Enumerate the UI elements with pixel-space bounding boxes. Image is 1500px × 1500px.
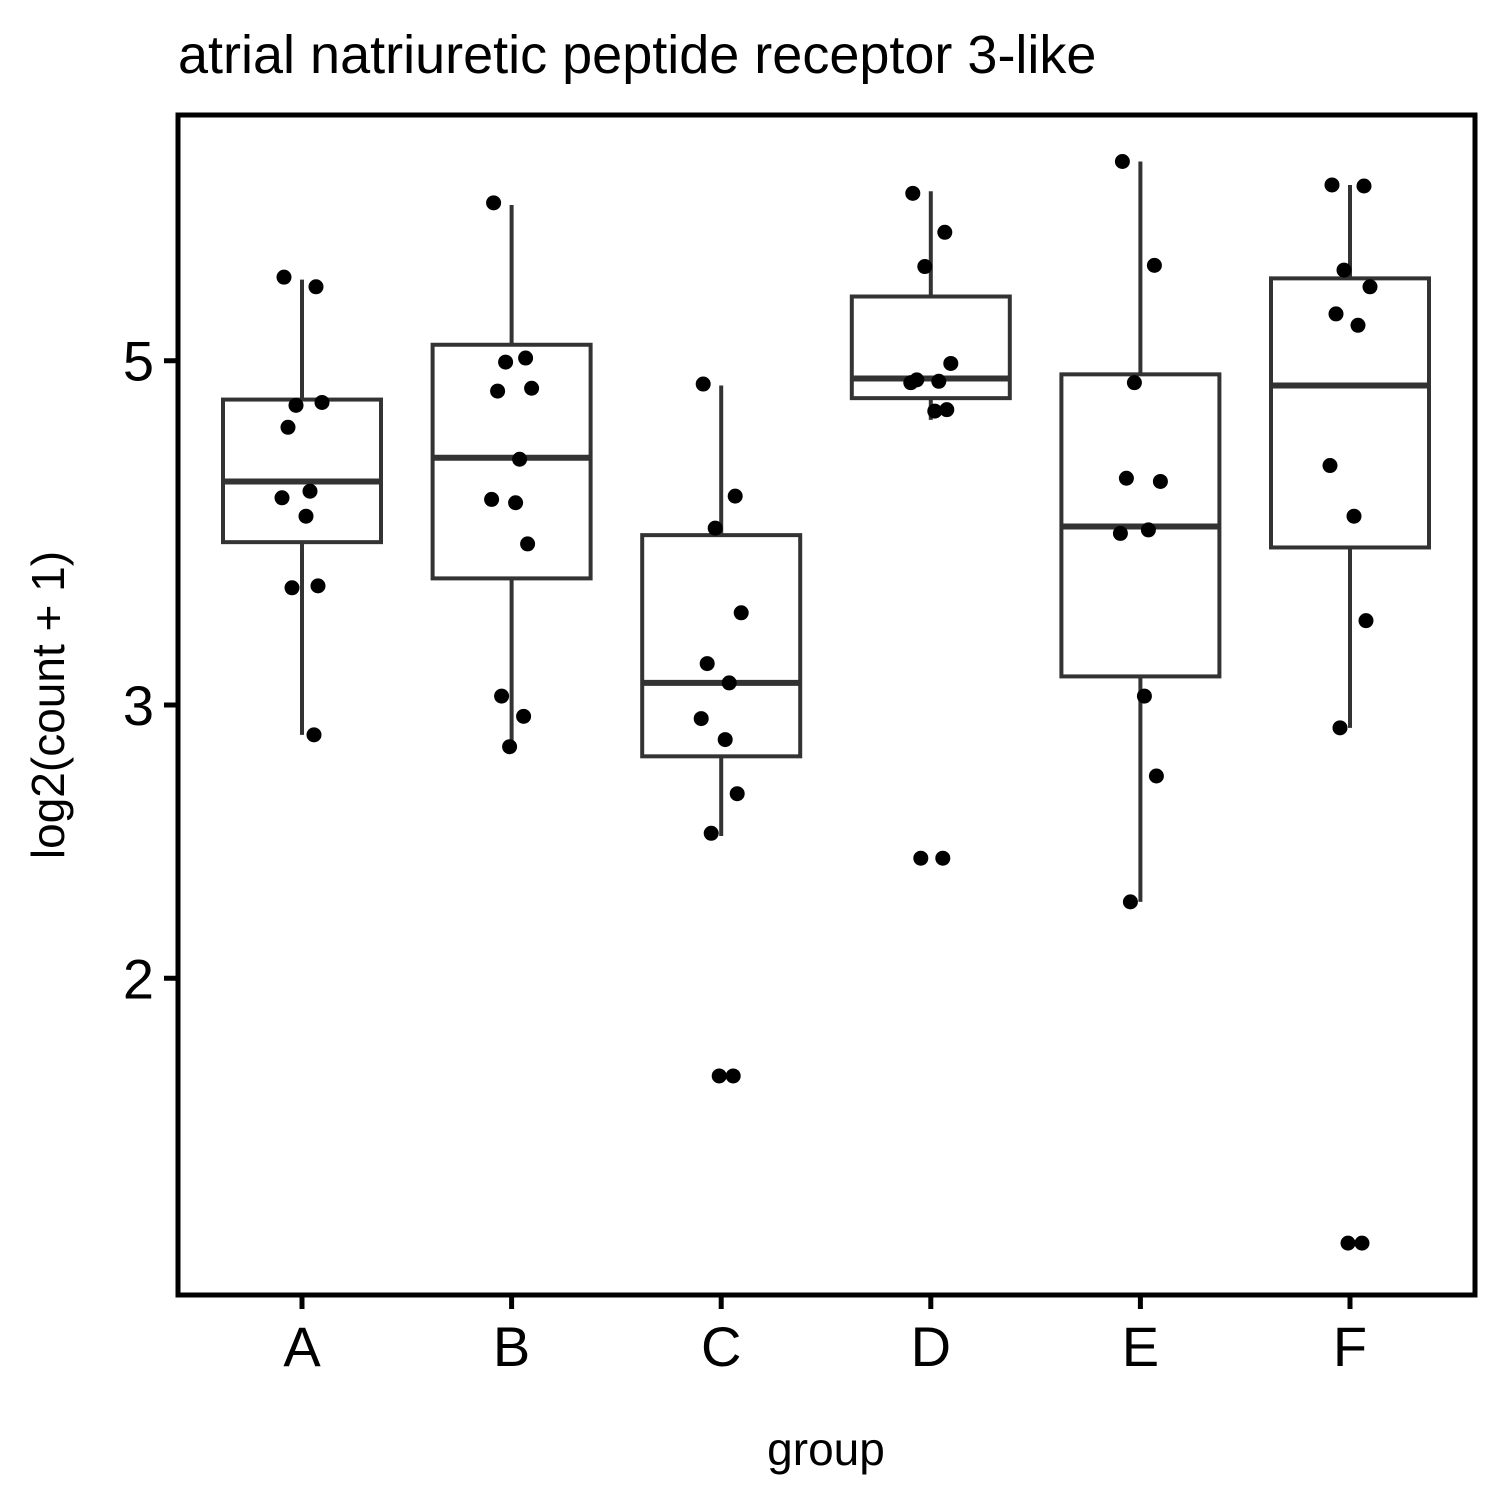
data-point [1350,317,1366,333]
x-tick-label: C [701,1315,741,1378]
points-E [1112,153,1168,910]
data-point [695,376,711,392]
data-point [711,1068,727,1084]
data-point [284,580,300,596]
data-point [1136,688,1152,704]
box [849,294,1012,401]
x-tick-label: B [493,1315,530,1378]
points-B [484,195,540,755]
data-point [721,675,737,691]
chart-title: atrial natriuretic peptide receptor 3-li… [178,25,1096,85]
box-group-C [640,385,803,837]
data-point [727,488,743,504]
data-point [917,259,933,275]
data-point [486,195,502,211]
data-point [314,394,330,410]
x-tick-label: D [911,1315,951,1378]
data-point [302,483,318,499]
data-point [274,490,290,506]
points-F [1322,177,1378,1251]
plot-marks [221,153,1431,1251]
data-point [1328,306,1344,322]
data-point [498,354,514,370]
data-point [1362,279,1378,295]
data-point [927,403,943,419]
data-point [1332,720,1348,736]
data-point [707,520,723,536]
x-axis-title: group [767,1423,885,1475]
box [1269,276,1431,550]
data-point [1356,178,1372,194]
data-point [1146,257,1162,273]
data-point [717,732,733,748]
data-point [905,185,921,201]
data-point [298,508,314,524]
data-point [508,495,524,511]
data-point [484,491,500,507]
data-point [1340,1235,1356,1251]
box-group-B [430,204,593,747]
box-group-D [849,191,1012,420]
data-point [516,708,532,724]
data-point [699,656,715,672]
data-point [310,578,326,594]
data-point [937,224,953,240]
data-point [502,739,518,755]
data-point [1140,522,1156,538]
data-point [1336,262,1352,278]
points-D [903,185,959,866]
y-axis: 2 3 5 [123,330,178,1010]
data-point [1322,458,1338,474]
data-point [512,451,528,467]
data-point [1354,1235,1370,1251]
points-C [693,376,749,1084]
box [640,533,803,759]
data-point [490,383,506,399]
data-point [1148,768,1164,784]
data-point [1112,525,1128,541]
data-point [288,397,304,413]
data-point [1152,473,1168,489]
data-point [703,825,719,841]
data-point [494,688,510,704]
data-point [943,355,959,371]
data-point [520,536,536,552]
data-point [1324,177,1340,193]
data-point [939,402,955,418]
box [430,342,593,581]
box-group-A [221,279,383,735]
data-point [903,375,919,391]
data-point [693,711,709,727]
data-point [725,1068,741,1084]
data-point [733,605,749,621]
data-point [524,380,540,396]
x-tick-label: A [283,1315,321,1378]
data-point [518,350,534,366]
data-point [729,786,745,802]
y-tick-label: 2 [123,947,154,1010]
points-A [274,269,330,743]
data-point [913,850,929,866]
data-point [1114,153,1130,169]
data-point [280,419,296,435]
box-group-E [1059,161,1222,902]
data-point [276,269,292,285]
y-tick-label: 3 [123,674,154,737]
data-point [1126,375,1142,391]
data-point [1122,894,1138,910]
x-tick-label: F [1333,1315,1367,1378]
data-point [1118,470,1134,486]
y-axis-title: log2(count + 1) [22,551,74,859]
data-point [306,727,322,743]
data-point [308,279,324,295]
data-point [931,373,947,389]
data-point [1346,508,1362,524]
y-tick-label: 5 [123,330,154,393]
x-tick-label: E [1122,1315,1159,1378]
data-point [1358,613,1374,629]
box-group-F [1269,184,1431,728]
x-axis: A B C D E F [283,1295,1367,1378]
data-point [935,850,951,866]
